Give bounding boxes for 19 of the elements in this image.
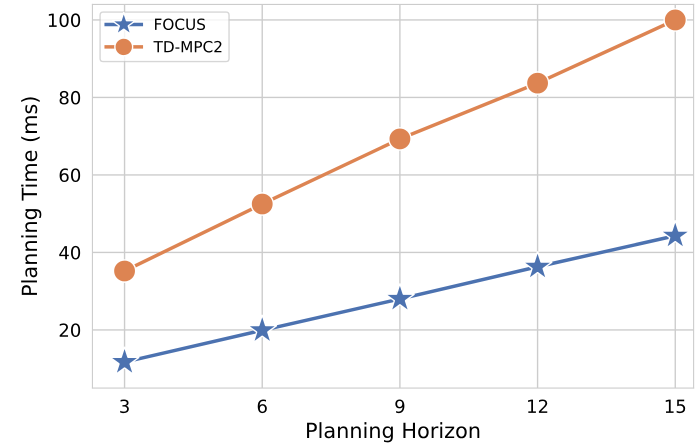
point bbox=[526, 71, 550, 95]
y-tick-label: 20 bbox=[60, 323, 80, 338]
x-axis-title: Planning Horizon bbox=[307, 422, 480, 442]
x-tick-label: 9 bbox=[395, 399, 404, 414]
x-tick-label: 6 bbox=[258, 399, 267, 414]
point bbox=[112, 259, 136, 283]
y-tick-label: 60 bbox=[60, 168, 80, 182]
legend-label: FOCUS bbox=[155, 18, 206, 30]
point bbox=[250, 192, 274, 216]
x-tick-label: 15 bbox=[666, 400, 686, 414]
y-tick-label: 100 bbox=[48, 13, 80, 28]
legend-label: TD-MPC2 bbox=[154, 40, 222, 52]
point bbox=[388, 127, 412, 151]
x-tick-label: 3 bbox=[120, 399, 129, 414]
point bbox=[663, 8, 688, 32]
y-tick-label: 40 bbox=[59, 246, 80, 260]
y-axis-title: Planning Time (ms) bbox=[21, 97, 42, 295]
y-tick-label: 80 bbox=[60, 90, 80, 105]
x-tick-label: 12 bbox=[528, 399, 548, 413]
